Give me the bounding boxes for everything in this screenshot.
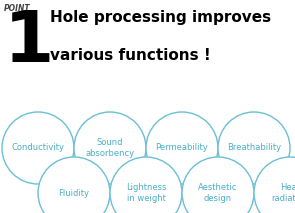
Text: Aesthetic
design: Aesthetic design — [198, 183, 238, 203]
Text: Conductivity: Conductivity — [12, 144, 65, 153]
Text: Fluidity: Fluidity — [58, 189, 89, 197]
Text: Hole processing improves: Hole processing improves — [50, 10, 271, 25]
Text: Breathability: Breathability — [227, 144, 281, 153]
Text: 1: 1 — [4, 8, 54, 77]
Circle shape — [182, 157, 254, 213]
Circle shape — [254, 157, 295, 213]
Circle shape — [110, 157, 182, 213]
Text: Permeability: Permeability — [156, 144, 208, 153]
Circle shape — [218, 112, 290, 184]
Circle shape — [38, 157, 110, 213]
Circle shape — [2, 112, 74, 184]
Text: POINT: POINT — [4, 4, 31, 13]
Text: Lightness
in weight: Lightness in weight — [126, 183, 166, 203]
Text: various functions !: various functions ! — [50, 48, 211, 63]
Circle shape — [146, 112, 218, 184]
Circle shape — [74, 112, 146, 184]
Text: Heat
radiation: Heat radiation — [271, 183, 295, 203]
Text: Sound
absorbency: Sound absorbency — [86, 138, 135, 158]
